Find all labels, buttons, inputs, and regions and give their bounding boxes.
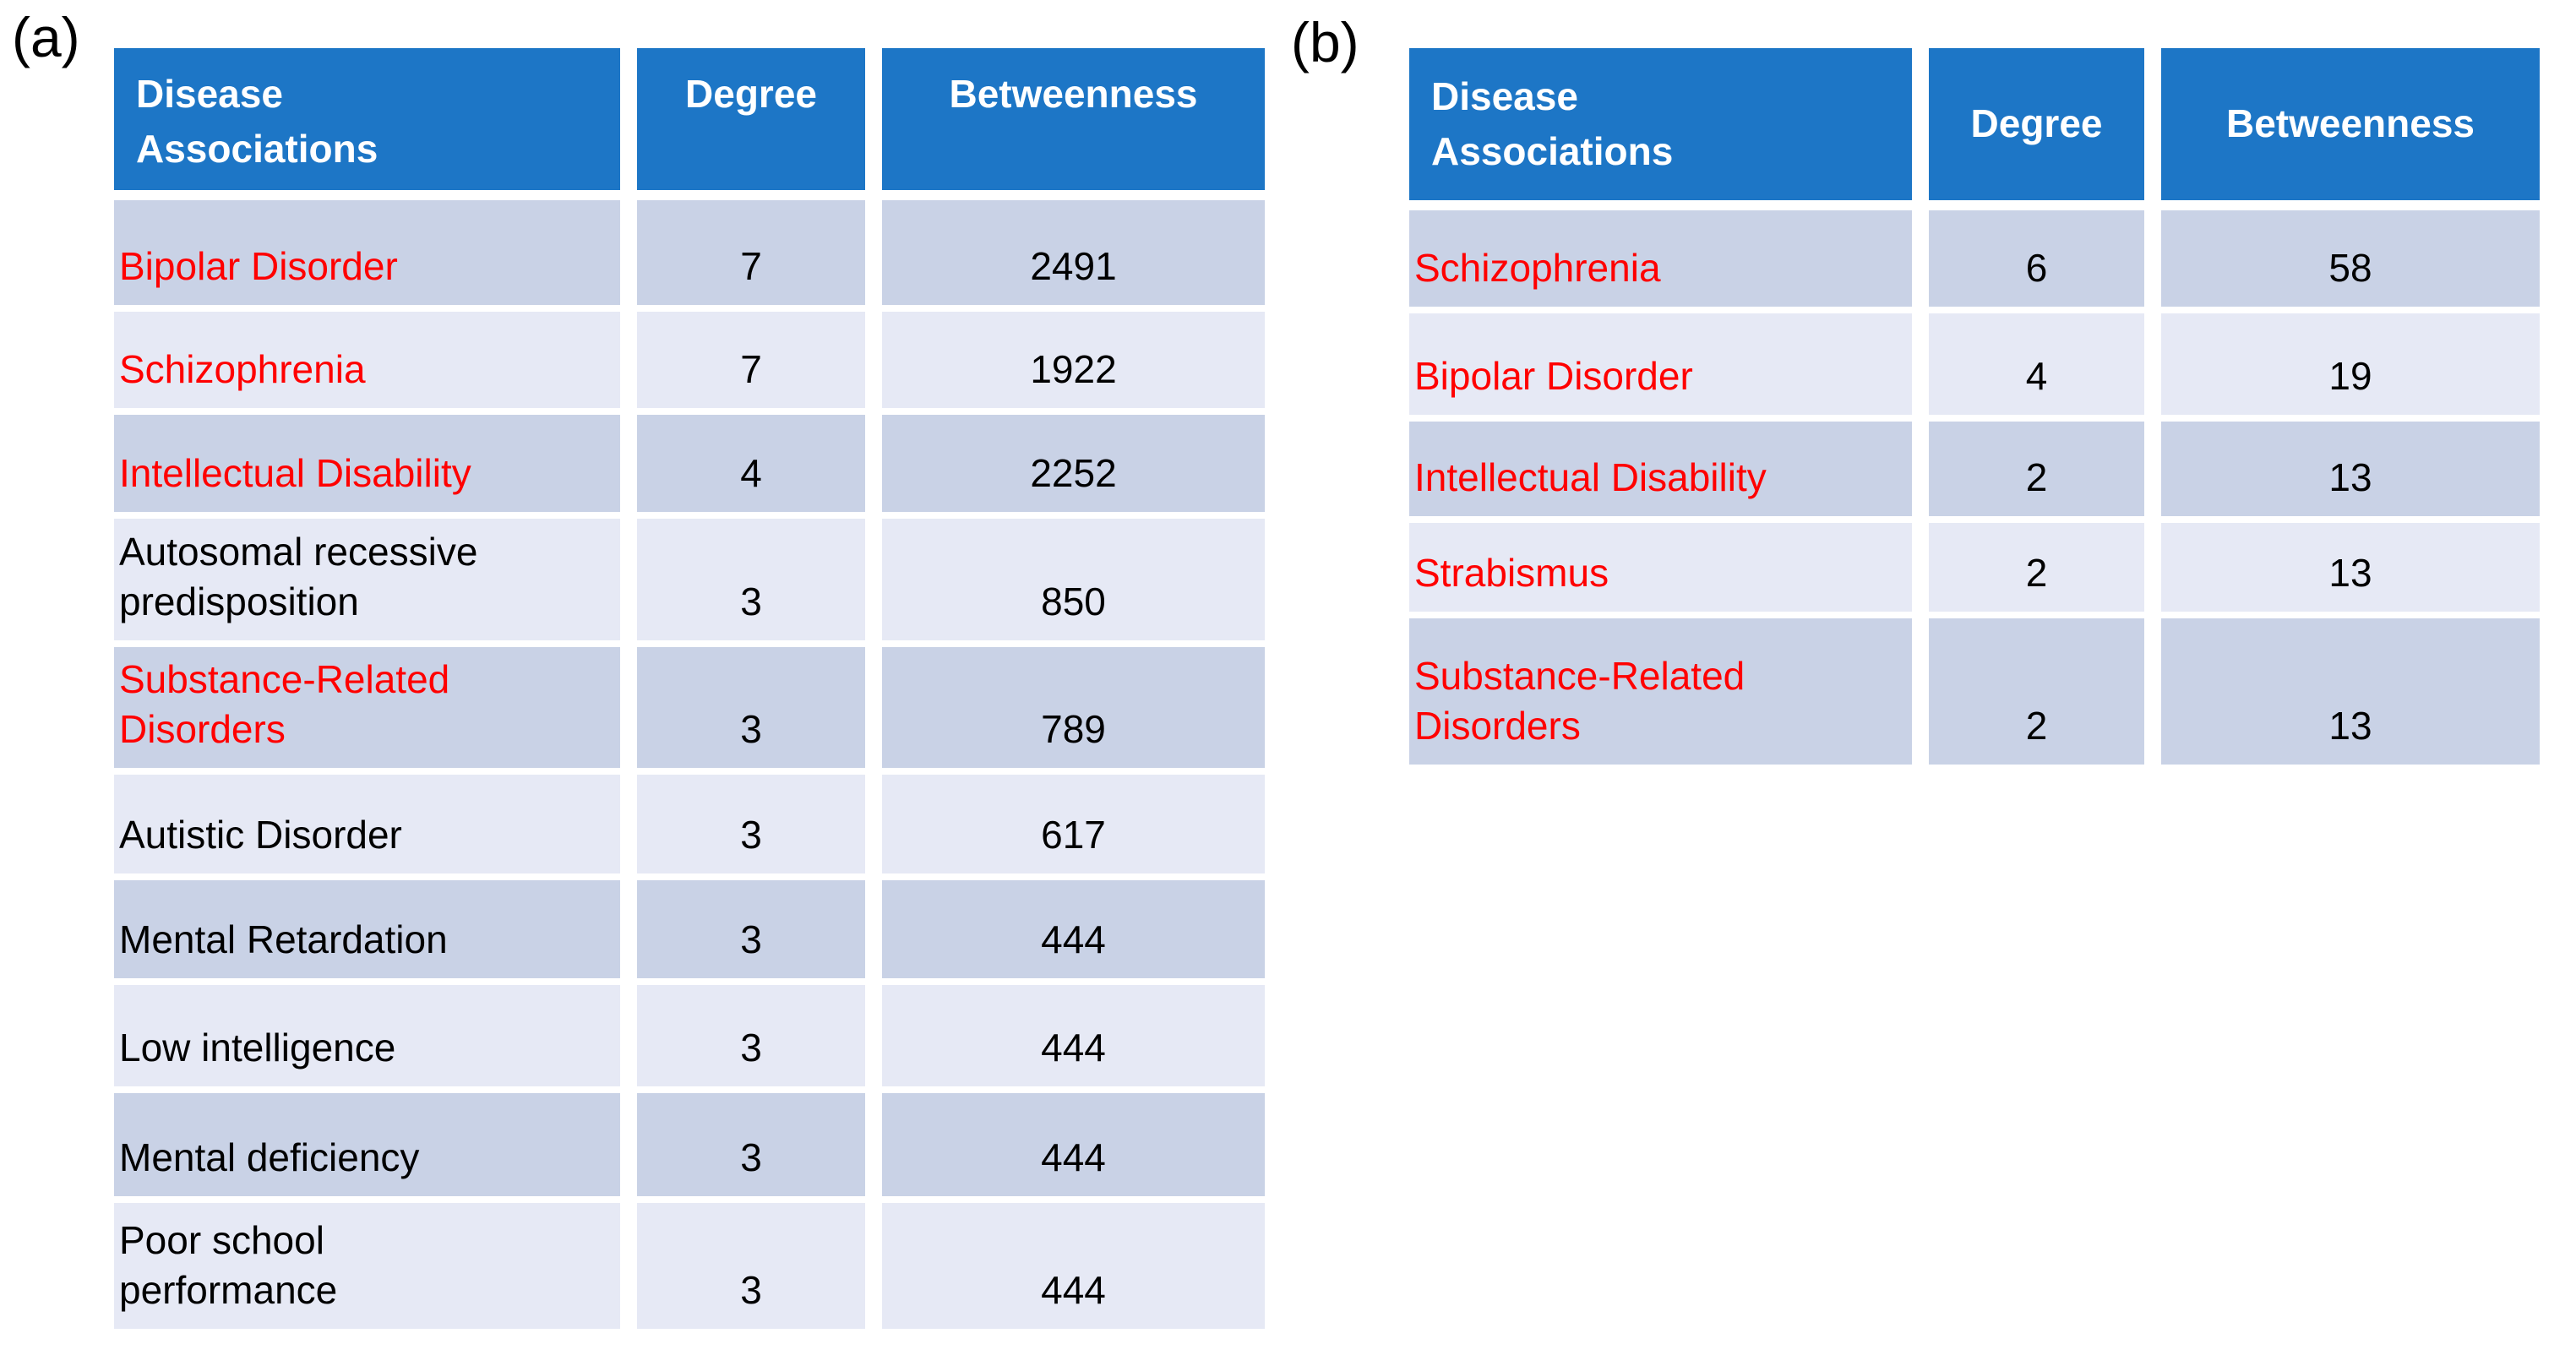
disease-table-b: Disease Associations Degree Betweenness … <box>1409 48 2540 765</box>
betweenness-cell: 2491 <box>874 197 1265 308</box>
table-row: Intellectual Disability 2 13 <box>1409 418 2540 520</box>
betweenness-cell: 2252 <box>874 411 1265 515</box>
table-row: Substance-Related Disorders 2 13 <box>1409 615 2540 765</box>
table-row: Autosomal recessive predisposition 3 850 <box>114 515 1265 644</box>
disease-cell: Intellectual Disability <box>1409 418 1920 520</box>
degree-cell: 4 <box>629 411 874 515</box>
table-row: Schizophrenia 7 1922 <box>114 308 1265 411</box>
disease-cell: Poor school performance <box>114 1200 629 1329</box>
disease-cell: Autosomal recessive predisposition <box>114 515 629 644</box>
degree-cell: 3 <box>629 1200 874 1329</box>
col-header-degree: Degree <box>1920 48 2153 207</box>
disease-cell: Low intelligence <box>114 982 629 1090</box>
table-row: Autistic Disorder 3 617 <box>114 771 1265 877</box>
table-row: Mental deficiency 3 444 <box>114 1090 1265 1200</box>
degree-cell: 3 <box>629 644 874 771</box>
betweenness-cell: 1922 <box>874 308 1265 411</box>
disease-cell: Substance-Related Disorders <box>1409 615 1920 765</box>
betweenness-cell: 444 <box>874 1200 1265 1329</box>
disease-cell: Bipolar Disorder <box>1409 310 1920 418</box>
col-header-degree: Degree <box>629 48 874 197</box>
degree-cell: 2 <box>1920 615 2153 765</box>
degree-cell: 3 <box>629 771 874 877</box>
disease-cell: Autistic Disorder <box>114 771 629 877</box>
table-b-header-row: Disease Associations Degree Betweenness <box>1409 48 2540 207</box>
col-header-disease-associations: Disease Associations <box>114 48 629 197</box>
table-row: Poor school performance 3 444 <box>114 1200 1265 1329</box>
disease-cell: Strabismus <box>1409 520 1920 615</box>
disease-cell: Schizophrenia <box>114 308 629 411</box>
degree-cell: 3 <box>629 877 874 982</box>
betweenness-cell: 13 <box>2153 615 2540 765</box>
betweenness-cell: 444 <box>874 982 1265 1090</box>
betweenness-cell: 19 <box>2153 310 2540 418</box>
betweenness-cell: 13 <box>2153 418 2540 520</box>
table-row: Strabismus 2 13 <box>1409 520 2540 615</box>
betweenness-cell: 789 <box>874 644 1265 771</box>
table-row: Bipolar Disorder 4 19 <box>1409 310 2540 418</box>
table-row: Bipolar Disorder 7 2491 <box>114 197 1265 308</box>
degree-cell: 2 <box>1920 418 2153 520</box>
degree-cell: 7 <box>629 197 874 308</box>
table-row: Schizophrenia 6 58 <box>1409 207 2540 310</box>
degree-cell: 2 <box>1920 520 2153 615</box>
disease-cell: Mental deficiency <box>114 1090 629 1200</box>
col-header-betweenness: Betweenness <box>2153 48 2540 207</box>
betweenness-cell: 850 <box>874 515 1265 644</box>
col-header-betweenness: Betweenness <box>874 48 1265 197</box>
degree-cell: 3 <box>629 1090 874 1200</box>
betweenness-cell: 13 <box>2153 520 2540 615</box>
betweenness-cell: 444 <box>874 877 1265 982</box>
betweenness-cell: 444 <box>874 1090 1265 1200</box>
panel-label-a: (a) <box>12 6 80 68</box>
table-a-header-row: Disease Associations Degree Betweenness <box>114 48 1265 197</box>
disease-cell: Schizophrenia <box>1409 207 1920 310</box>
table-row: Substance-Related Disorders 3 789 <box>114 644 1265 771</box>
col-header-disease-associations: Disease Associations <box>1409 48 1920 207</box>
disease-cell: Bipolar Disorder <box>114 197 629 308</box>
disease-cell: Mental Retardation <box>114 877 629 982</box>
degree-cell: 3 <box>629 515 874 644</box>
table-row: Low intelligence 3 444 <box>114 982 1265 1090</box>
panel-label-b: (b) <box>1291 11 1359 73</box>
disease-cell: Intellectual Disability <box>114 411 629 515</box>
betweenness-cell: 58 <box>2153 207 2540 310</box>
degree-cell: 3 <box>629 982 874 1090</box>
betweenness-cell: 617 <box>874 771 1265 877</box>
disease-table-a: Disease Associations Degree Betweenness … <box>114 48 1265 1329</box>
degree-cell: 7 <box>629 308 874 411</box>
degree-cell: 6 <box>1920 207 2153 310</box>
degree-cell: 4 <box>1920 310 2153 418</box>
table-row: Intellectual Disability 4 2252 <box>114 411 1265 515</box>
table-row: Mental Retardation 3 444 <box>114 877 1265 982</box>
disease-cell: Substance-Related Disorders <box>114 644 629 771</box>
